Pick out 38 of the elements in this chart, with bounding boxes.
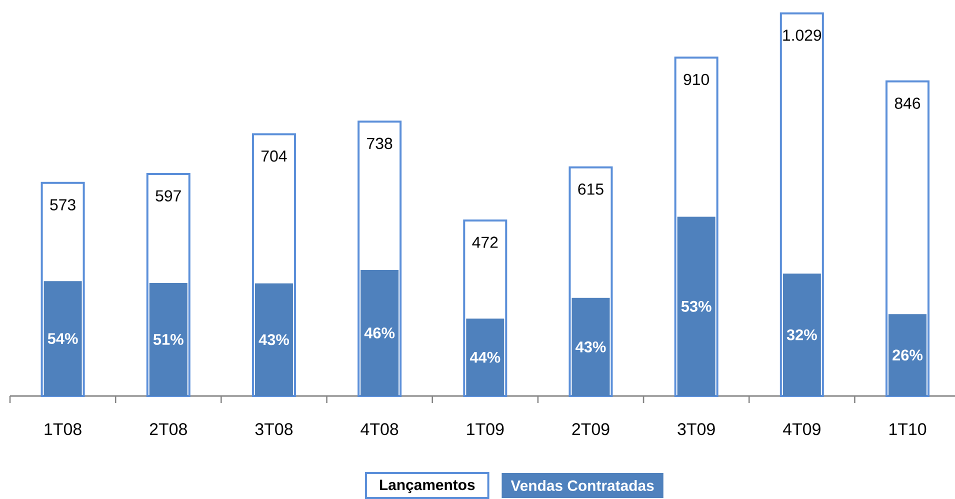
x-tick-label: 1T10 xyxy=(889,423,926,436)
data-label: 738 xyxy=(367,138,392,150)
data-label: 846 xyxy=(894,98,920,109)
annotation: 32% xyxy=(786,329,817,340)
data-label: 1.029 xyxy=(783,30,822,41)
data-label: 910 xyxy=(684,74,709,86)
annotation: 51% xyxy=(153,334,184,345)
annotation: 46% xyxy=(364,327,395,338)
bar xyxy=(44,281,82,396)
text: Lançamentos xyxy=(380,480,475,494)
data-label: 704 xyxy=(261,150,287,162)
annotation: 43% xyxy=(576,341,606,352)
annotation: 44% xyxy=(470,352,500,363)
x-tick-label: 3T08 xyxy=(255,423,293,436)
x-tick-label: 2T09 xyxy=(572,423,610,436)
bar xyxy=(360,270,399,396)
data-label: 472 xyxy=(472,236,498,248)
annotation: 54% xyxy=(48,333,78,344)
x-tick-label: 2T08 xyxy=(150,423,187,436)
bar xyxy=(149,282,188,396)
data-label: 597 xyxy=(156,190,181,202)
x-tick-label: 3T09 xyxy=(678,423,715,436)
x-tick-label: 4T09 xyxy=(783,423,820,436)
annotation: 53% xyxy=(681,300,712,312)
x-tick-label: 1T09 xyxy=(467,423,504,436)
x-tick-label: 4T08 xyxy=(360,423,398,436)
bar xyxy=(782,274,821,396)
bar xyxy=(888,314,926,396)
bar xyxy=(572,298,610,396)
bar xyxy=(677,216,716,396)
text: Vendas Contratadas xyxy=(510,480,654,491)
bar xyxy=(466,318,504,396)
data-label: 615 xyxy=(578,184,604,195)
annotation: 26% xyxy=(892,350,923,361)
data-label: 573 xyxy=(50,199,76,210)
annotation: 43% xyxy=(258,334,290,346)
x-tick-label: 1T08 xyxy=(44,423,82,436)
bar xyxy=(254,283,293,396)
